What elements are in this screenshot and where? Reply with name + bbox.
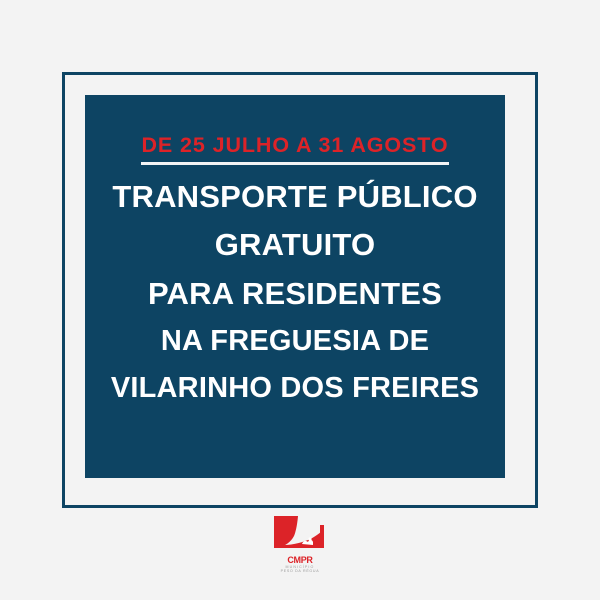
headline-line-2: GRATUITO — [214, 227, 376, 263]
poster-outer-frame — [62, 72, 538, 508]
headline-line-4: NA FREGUESIA DE — [160, 325, 430, 358]
date-banner: DE 25 JULHO A 31 AGOSTO — [141, 133, 449, 165]
footer-logo: CMPR MUNICÍPIO PESO DA RÉGUA — [0, 515, 600, 587]
logo-subtitle-peso-da-regua: PESO DA RÉGUA — [280, 569, 320, 574]
cmpr-rabelo-boat-icon — [274, 516, 324, 548]
date-underline-rule — [141, 161, 449, 165]
logo-acronym: CMPR — [287, 555, 313, 565]
headline-line-3: PARA RESIDENTES — [147, 276, 443, 312]
date-range-text: DE 25 JULHO A 31 AGOSTO — [141, 133, 449, 157]
headline-line-1: TRANSPORTE PÚBLICO — [112, 178, 478, 214]
logo-subtitle-municipio: MUNICÍPIO — [285, 565, 315, 569]
headline-block: TRANSPORTE PÚBLICO GRATUITO PARA RESIDEN… — [85, 178, 505, 405]
headline-line-5: VILARINHO DOS FREIRES — [110, 372, 480, 405]
poster-navy-panel: DE 25 JULHO A 31 AGOSTO TRANSPORTE PÚBLI… — [85, 95, 505, 478]
logo-wordmark: CMPR MUNICÍPIO PESO DA RÉGUA — [281, 556, 320, 574]
